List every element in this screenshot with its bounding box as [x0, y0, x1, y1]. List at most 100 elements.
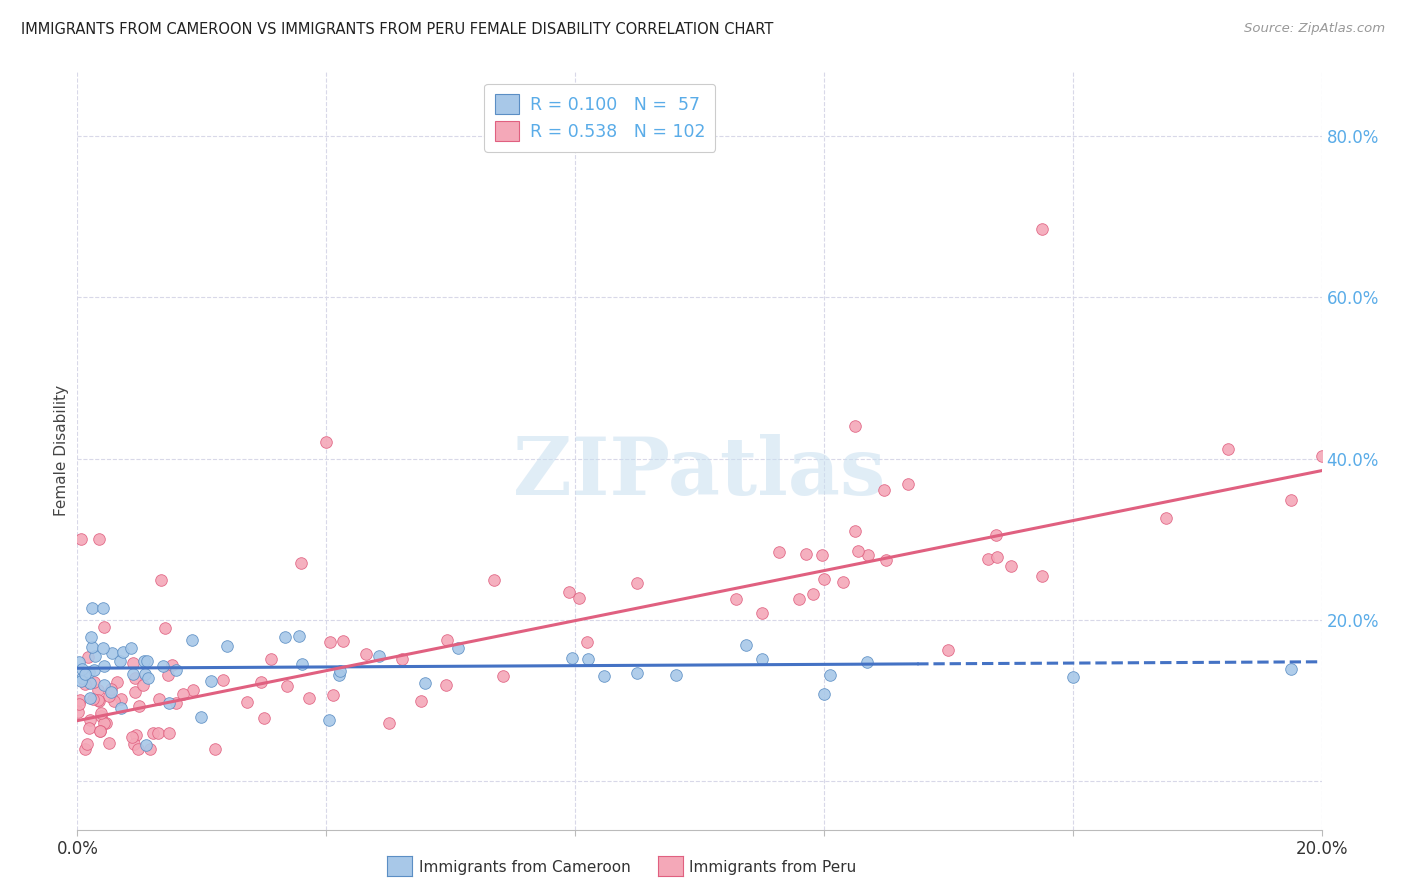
- Point: [124, 671, 146, 685]
- Point: [810, 548, 832, 562]
- Point: [856, 548, 879, 562]
- Point: [315, 435, 337, 450]
- Point: [568, 591, 591, 605]
- Point: [79, 722, 101, 736]
- Point: [89, 724, 111, 739]
- Point: [70, 674, 93, 689]
- Point: [665, 668, 688, 682]
- Point: [846, 543, 869, 558]
- Point: [318, 713, 340, 727]
- Text: Immigrants from Cameroon: Immigrants from Cameroon: [419, 861, 631, 875]
- Point: [156, 668, 179, 682]
- Point: [768, 545, 790, 559]
- Point: [111, 645, 134, 659]
- Point: [79, 714, 101, 728]
- Point: [378, 716, 401, 731]
- Point: [73, 742, 96, 756]
- Point: [436, 633, 458, 648]
- Point: [165, 663, 187, 677]
- Point: [96, 716, 118, 731]
- Point: [735, 638, 758, 652]
- Point: [328, 667, 350, 681]
- Point: [89, 723, 111, 738]
- Point: [93, 715, 115, 730]
- Point: [253, 711, 276, 725]
- Point: [204, 742, 226, 756]
- Point: [100, 685, 122, 699]
- Point: [148, 692, 170, 706]
- Point: [276, 679, 298, 693]
- Point: [89, 532, 111, 546]
- Point: [69, 693, 91, 707]
- Point: [844, 524, 866, 538]
- Point: [100, 682, 122, 697]
- Point: [875, 553, 897, 567]
- Point: [1279, 492, 1302, 507]
- Point: [936, 643, 959, 657]
- Point: [76, 650, 98, 665]
- Point: [413, 675, 436, 690]
- Point: [212, 673, 235, 687]
- Point: [172, 687, 194, 701]
- Point: [67, 655, 90, 669]
- Text: Source: ZipAtlas.com: Source: ZipAtlas.com: [1244, 22, 1385, 36]
- Point: [1000, 559, 1022, 574]
- Point: [409, 693, 432, 707]
- Point: [138, 742, 160, 756]
- Point: [142, 726, 165, 740]
- Point: [1218, 442, 1240, 456]
- Point: [108, 654, 131, 668]
- Point: [121, 730, 143, 744]
- Point: [368, 649, 391, 664]
- Point: [818, 667, 841, 681]
- Point: [157, 725, 180, 739]
- Point: [986, 550, 1008, 565]
- Point: [181, 633, 204, 648]
- Point: [76, 737, 98, 751]
- Point: [354, 647, 377, 661]
- Point: [332, 633, 354, 648]
- Point: [127, 742, 149, 756]
- Text: IMMIGRANTS FROM CAMEROON VS IMMIGRANTS FROM PERU FEMALE DISABILITY CORRELATION C: IMMIGRANTS FROM CAMEROON VS IMMIGRANTS F…: [21, 22, 773, 37]
- Point: [482, 573, 505, 587]
- Point: [391, 652, 413, 666]
- Point: [124, 685, 146, 699]
- Point: [259, 652, 281, 666]
- Point: [1279, 662, 1302, 676]
- Point: [122, 656, 145, 670]
- Point: [103, 694, 125, 708]
- Point: [105, 675, 128, 690]
- Point: [110, 691, 132, 706]
- Point: [813, 572, 835, 586]
- Point: [135, 738, 157, 752]
- Point: [87, 693, 110, 707]
- Point: [93, 659, 115, 673]
- Point: [290, 557, 312, 571]
- Point: [80, 630, 103, 644]
- Point: [91, 600, 114, 615]
- Point: [101, 646, 124, 660]
- Point: [831, 575, 853, 590]
- Point: [794, 547, 817, 561]
- Point: [977, 551, 1000, 566]
- Point: [236, 695, 259, 709]
- Point: [152, 659, 174, 673]
- Point: [136, 654, 159, 668]
- Point: [751, 606, 773, 620]
- Y-axis label: Female Disability: Female Disability: [53, 384, 69, 516]
- Point: [724, 592, 747, 607]
- Text: ZIPatlas: ZIPatlas: [513, 434, 886, 512]
- Point: [492, 669, 515, 683]
- Point: [84, 648, 107, 663]
- Point: [89, 694, 111, 708]
- Point: [844, 419, 866, 434]
- Point: [75, 677, 97, 691]
- Point: [576, 652, 599, 666]
- Point: [190, 709, 212, 723]
- Point: [82, 600, 104, 615]
- Point: [288, 628, 311, 642]
- Point: [72, 662, 94, 676]
- Point: [70, 671, 93, 685]
- Point: [93, 678, 115, 692]
- Point: [134, 667, 156, 681]
